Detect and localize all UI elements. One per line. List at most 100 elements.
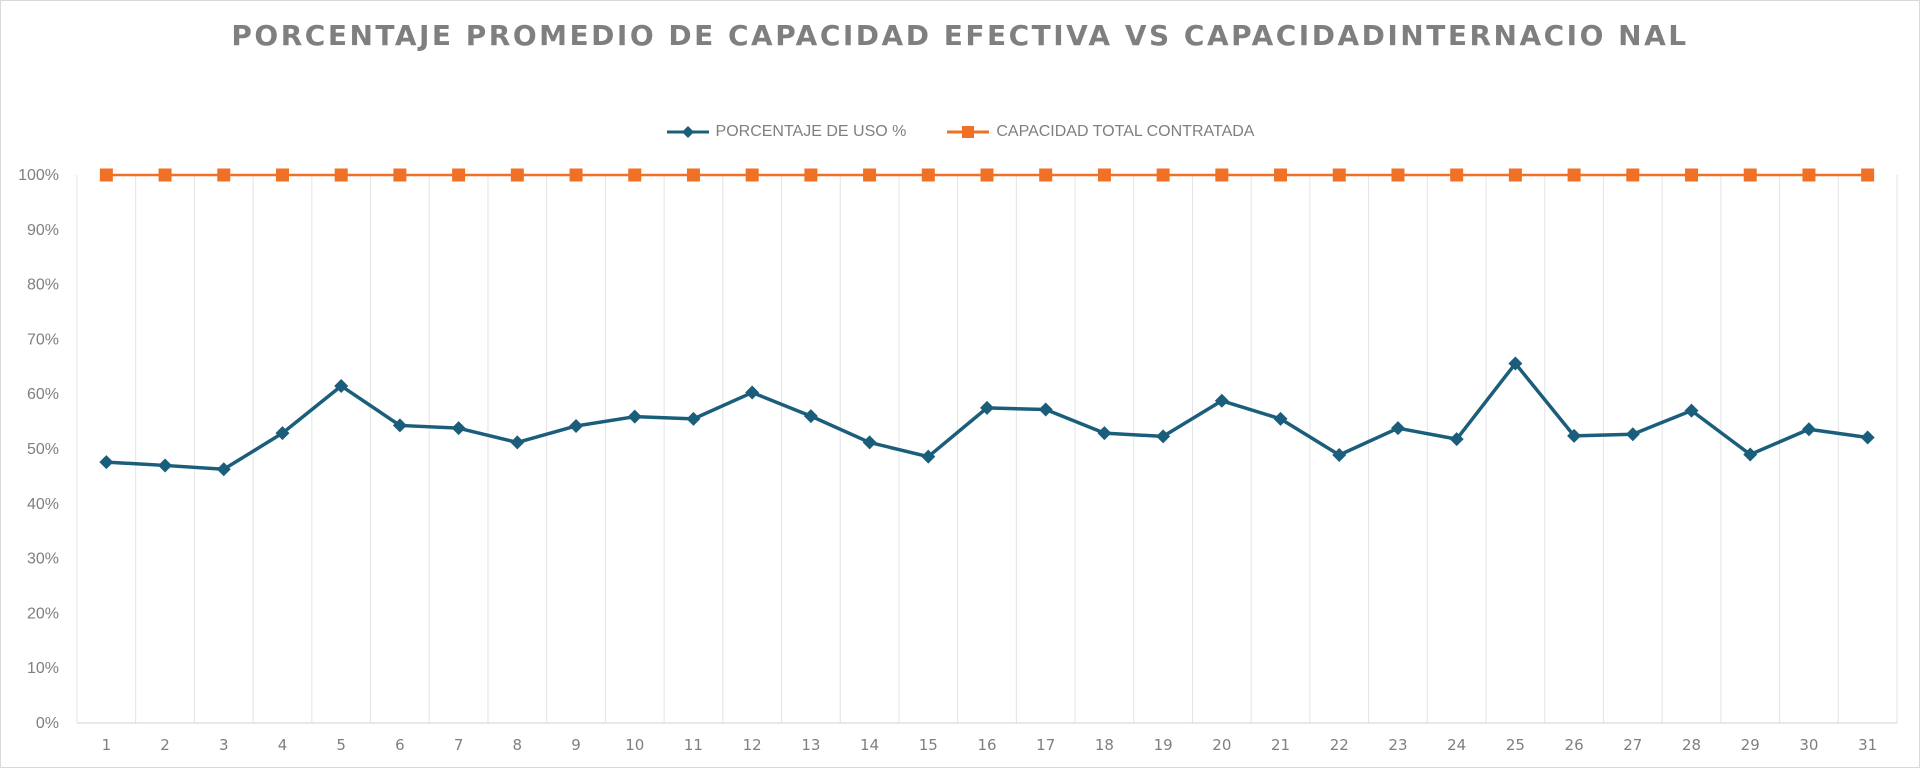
x-tick-label: 22 bbox=[1330, 736, 1349, 754]
data-point-capacidad bbox=[686, 168, 700, 182]
data-point-uso bbox=[1038, 402, 1053, 417]
legend-marker-capacidad bbox=[947, 126, 990, 138]
data-point-capacidad bbox=[393, 168, 407, 182]
data-point-uso bbox=[803, 409, 818, 424]
data-point-capacidad bbox=[158, 168, 172, 182]
data-point-capacidad bbox=[1450, 168, 1464, 182]
x-tick-label: 7 bbox=[454, 736, 464, 754]
data-point-uso bbox=[275, 426, 290, 441]
y-tick-label: 20% bbox=[27, 605, 59, 622]
data-point-uso bbox=[1801, 422, 1816, 437]
data-point-capacidad bbox=[1156, 168, 1170, 182]
data-point-uso bbox=[1097, 426, 1112, 441]
x-tick-label: 6 bbox=[395, 736, 405, 754]
y-tick-label: 60% bbox=[27, 386, 59, 403]
x-tick-label: 23 bbox=[1388, 736, 1407, 754]
data-point-uso bbox=[1684, 403, 1699, 418]
x-tick-label: 9 bbox=[571, 736, 581, 754]
x-tick-label: 24 bbox=[1447, 736, 1466, 754]
data-point-capacidad bbox=[1802, 168, 1816, 182]
data-point-uso bbox=[1332, 448, 1347, 463]
data-point-capacidad bbox=[1274, 168, 1288, 182]
data-point-capacidad bbox=[1743, 168, 1757, 182]
legend-item-capacidad: CAPACIDAD TOTAL CONTRATADA bbox=[946, 123, 1254, 141]
legend-label-capacidad: CAPACIDAD TOTAL CONTRATADA bbox=[996, 123, 1255, 140]
y-tick-label: 10% bbox=[27, 660, 59, 677]
data-point-capacidad bbox=[334, 168, 348, 182]
x-tick-label: 15 bbox=[919, 736, 938, 754]
data-point-capacidad bbox=[510, 168, 524, 182]
data-point-capacidad bbox=[628, 168, 642, 182]
x-tick-label: 11 bbox=[684, 736, 703, 754]
x-tick-label: 29 bbox=[1741, 736, 1760, 754]
x-tick-label: 10 bbox=[625, 736, 644, 754]
legend: PORCENTAJE DE USO % CAPACIDAD TOTAL CONT… bbox=[1, 123, 1919, 141]
data-point-uso bbox=[745, 385, 760, 400]
data-point-uso bbox=[1390, 421, 1405, 436]
data-point-capacidad bbox=[1861, 168, 1875, 182]
data-point-capacidad bbox=[980, 168, 994, 182]
data-point-capacidad bbox=[863, 168, 877, 182]
data-point-uso bbox=[1860, 430, 1875, 445]
data-point-uso bbox=[627, 409, 642, 424]
y-tick-label: 30% bbox=[27, 551, 59, 568]
data-point-uso bbox=[1214, 393, 1229, 408]
data-point-uso bbox=[980, 400, 994, 415]
x-tick-label: 13 bbox=[801, 736, 820, 754]
data-point-capacidad bbox=[1215, 168, 1229, 182]
x-tick-label: 27 bbox=[1623, 736, 1642, 754]
y-tick-label: 90% bbox=[27, 222, 59, 239]
x-tick-label: 8 bbox=[513, 736, 523, 754]
x-tick-label: 18 bbox=[1095, 736, 1114, 754]
data-point-uso bbox=[510, 435, 525, 450]
data-point-uso bbox=[1743, 447, 1758, 462]
x-tick-label: 31 bbox=[1858, 736, 1877, 754]
data-point-uso bbox=[1625, 427, 1640, 442]
x-tick-label: 17 bbox=[1036, 736, 1055, 754]
data-point-uso bbox=[451, 421, 466, 436]
data-point-uso bbox=[686, 411, 701, 426]
data-point-uso bbox=[1508, 356, 1523, 371]
x-tick-label: 30 bbox=[1799, 736, 1818, 754]
x-tick-label: 19 bbox=[1154, 736, 1173, 754]
x-tick-label: 3 bbox=[219, 736, 229, 754]
data-point-uso bbox=[334, 378, 349, 393]
data-point-capacidad bbox=[99, 168, 113, 182]
data-point-capacidad bbox=[569, 168, 583, 182]
data-point-capacidad bbox=[275, 168, 289, 182]
x-tick-label: 28 bbox=[1682, 736, 1701, 754]
chart-title: PORCENTAJE PROMEDIO DE CAPACIDAD EFECTIV… bbox=[231, 19, 1689, 52]
data-point-capacidad bbox=[1039, 168, 1053, 182]
data-point-capacidad bbox=[1097, 168, 1111, 182]
x-tick-label: 1 bbox=[102, 736, 112, 754]
data-point-uso bbox=[216, 462, 231, 477]
data-point-capacidad bbox=[804, 168, 818, 182]
data-point-capacidad bbox=[1391, 168, 1405, 182]
x-tick-label: 2 bbox=[160, 736, 170, 754]
x-tick-label: 25 bbox=[1506, 736, 1525, 754]
data-point-capacidad bbox=[921, 168, 935, 182]
data-point-uso bbox=[99, 455, 114, 470]
x-tick-label: 16 bbox=[977, 736, 996, 754]
data-point-capacidad bbox=[1567, 168, 1581, 182]
legend-marker-uso bbox=[666, 126, 709, 138]
y-tick-label: 100% bbox=[18, 167, 59, 184]
x-tick-label: 14 bbox=[860, 736, 879, 754]
x-tick-label: 21 bbox=[1271, 736, 1290, 754]
x-tick-label: 4 bbox=[278, 736, 288, 754]
legend-label-uso: PORCENTAJE DE USO % bbox=[715, 123, 907, 140]
x-tick-label: 20 bbox=[1212, 736, 1231, 754]
data-point-uso bbox=[158, 458, 173, 473]
legend-item-uso: PORCENTAJE DE USO % bbox=[666, 123, 907, 141]
y-tick-label: 80% bbox=[27, 277, 59, 294]
y-tick-label: 70% bbox=[27, 331, 59, 348]
x-tick-label: 26 bbox=[1565, 736, 1584, 754]
data-point-uso bbox=[921, 449, 936, 464]
data-point-uso bbox=[1273, 411, 1288, 426]
x-tick-label: 5 bbox=[336, 736, 346, 754]
data-point-uso bbox=[569, 418, 584, 433]
y-tick-label: 50% bbox=[27, 441, 59, 458]
data-point-capacidad bbox=[452, 168, 466, 182]
